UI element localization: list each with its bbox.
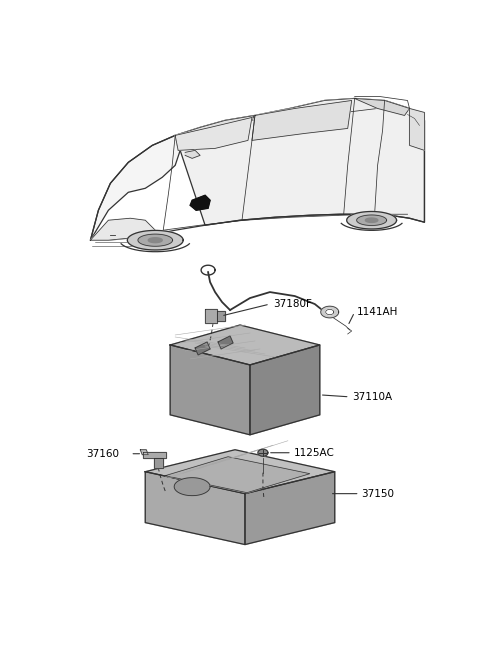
Polygon shape	[90, 218, 155, 240]
Polygon shape	[217, 311, 225, 321]
Polygon shape	[165, 457, 310, 493]
Polygon shape	[205, 309, 217, 323]
Polygon shape	[252, 101, 352, 141]
Polygon shape	[145, 472, 245, 545]
Polygon shape	[195, 342, 210, 355]
Polygon shape	[170, 325, 320, 365]
Polygon shape	[140, 450, 148, 455]
Polygon shape	[145, 450, 335, 493]
Polygon shape	[90, 135, 180, 240]
Polygon shape	[170, 345, 250, 435]
Polygon shape	[326, 309, 334, 315]
Polygon shape	[148, 238, 162, 242]
Text: 37150: 37150	[361, 489, 395, 499]
Polygon shape	[154, 458, 163, 468]
Polygon shape	[185, 150, 200, 158]
Polygon shape	[245, 472, 335, 545]
Polygon shape	[174, 478, 210, 495]
Polygon shape	[144, 452, 166, 458]
Polygon shape	[321, 306, 339, 318]
Polygon shape	[365, 218, 378, 223]
Polygon shape	[357, 215, 386, 225]
Polygon shape	[127, 231, 183, 250]
Polygon shape	[250, 345, 320, 435]
Text: 37180F: 37180F	[273, 299, 312, 309]
Polygon shape	[258, 449, 268, 456]
Polygon shape	[218, 336, 233, 349]
Polygon shape	[175, 118, 252, 150]
Text: 37110A: 37110A	[352, 392, 392, 402]
Polygon shape	[248, 99, 384, 120]
Polygon shape	[175, 116, 255, 150]
Polygon shape	[190, 195, 210, 210]
Polygon shape	[347, 212, 396, 229]
Text: 37160: 37160	[86, 449, 120, 459]
Polygon shape	[409, 108, 424, 150]
Polygon shape	[175, 99, 424, 225]
Text: 1125AC: 1125AC	[294, 447, 335, 458]
Text: 1141AH: 1141AH	[357, 307, 398, 317]
Polygon shape	[138, 234, 172, 246]
Polygon shape	[355, 99, 409, 116]
